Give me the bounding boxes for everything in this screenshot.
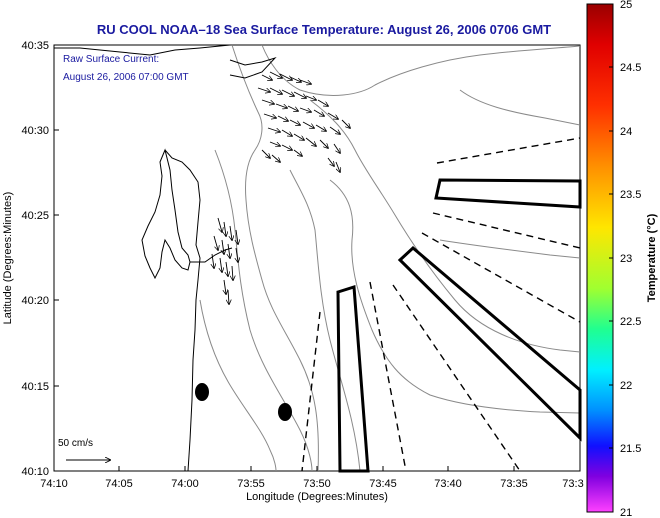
radial-lines <box>301 137 581 472</box>
x-tick-label: 74:05 <box>105 478 133 490</box>
colorbar-tick-label: 23.5 <box>620 189 641 201</box>
y-tick-labels: 40:35 40:30 40:25 40:20 40:15 40:10 <box>21 40 49 478</box>
x-tick-label: 73:55 <box>237 478 265 490</box>
colorbar-ticks <box>609 3 613 513</box>
colorbar-tick-label: 22.5 <box>620 316 641 328</box>
y-tick-label: 40:10 <box>21 466 49 478</box>
y-tick-label: 40:20 <box>21 295 49 307</box>
colorbar-tick-label: 22 <box>620 380 632 392</box>
colorbar-tick-label: 24.5 <box>620 62 641 74</box>
chart-title: RU COOL NOAA–18 Sea Surface Temperature:… <box>97 22 551 37</box>
bathymetry-contours <box>199 44 581 472</box>
x-tick-label: 74:10 <box>40 478 68 490</box>
axis-ticks <box>53 44 515 472</box>
annotation-line-1: Raw Surface Current: <box>63 54 159 65</box>
colorbar-tick-label: 25 <box>620 0 632 11</box>
x-tick-labels: 74:10 74:05 74:00 73:55 73:50 73:45 73:4… <box>40 478 583 490</box>
current-vectors <box>212 71 350 304</box>
radar-beams <box>336 178 582 473</box>
x-tick-label: 73:40 <box>434 478 462 490</box>
colorbar-tick-label: 21 <box>620 507 632 518</box>
colorbar <box>586 3 614 513</box>
x-tick-label: 73:35 <box>500 478 528 490</box>
y-tick-label: 40:25 <box>21 210 49 222</box>
x-tick-label: 74:00 <box>171 478 199 490</box>
coastline <box>54 44 277 472</box>
colorbar-tick-label: 21.5 <box>620 443 641 455</box>
plot-area <box>53 44 581 472</box>
x-tick-label: 73:45 <box>369 478 397 490</box>
y-tick-label: 40:30 <box>21 125 49 137</box>
y-tick-label: 40:35 <box>21 40 49 52</box>
x-tick-label: 73:3 <box>562 478 583 490</box>
scale-label: 50 cm/s <box>58 438 93 449</box>
colorbar-label: Temperature (°C) <box>646 213 658 302</box>
site-marker-1 <box>195 383 209 401</box>
map-layer: 50 cm/s <box>54 44 582 473</box>
site-marker-2 <box>278 403 292 421</box>
y-tick-label: 40:15 <box>21 381 49 393</box>
x-tick-label: 73:50 <box>303 478 331 490</box>
x-axis-label: Longitude (Degrees:Minutes) <box>246 491 388 503</box>
annotation-line-2: August 26, 2006 07:00 GMT <box>63 72 189 83</box>
y-axis-label: Latitude (Degrees:Minutes) <box>2 192 14 325</box>
colorbar-tick-label: 23 <box>620 253 632 265</box>
colorbar-tick-label: 24 <box>620 126 632 138</box>
colorbar-tick-labels: 25 24.5 24 23.5 23 22.5 22 21.5 21 <box>620 0 641 518</box>
